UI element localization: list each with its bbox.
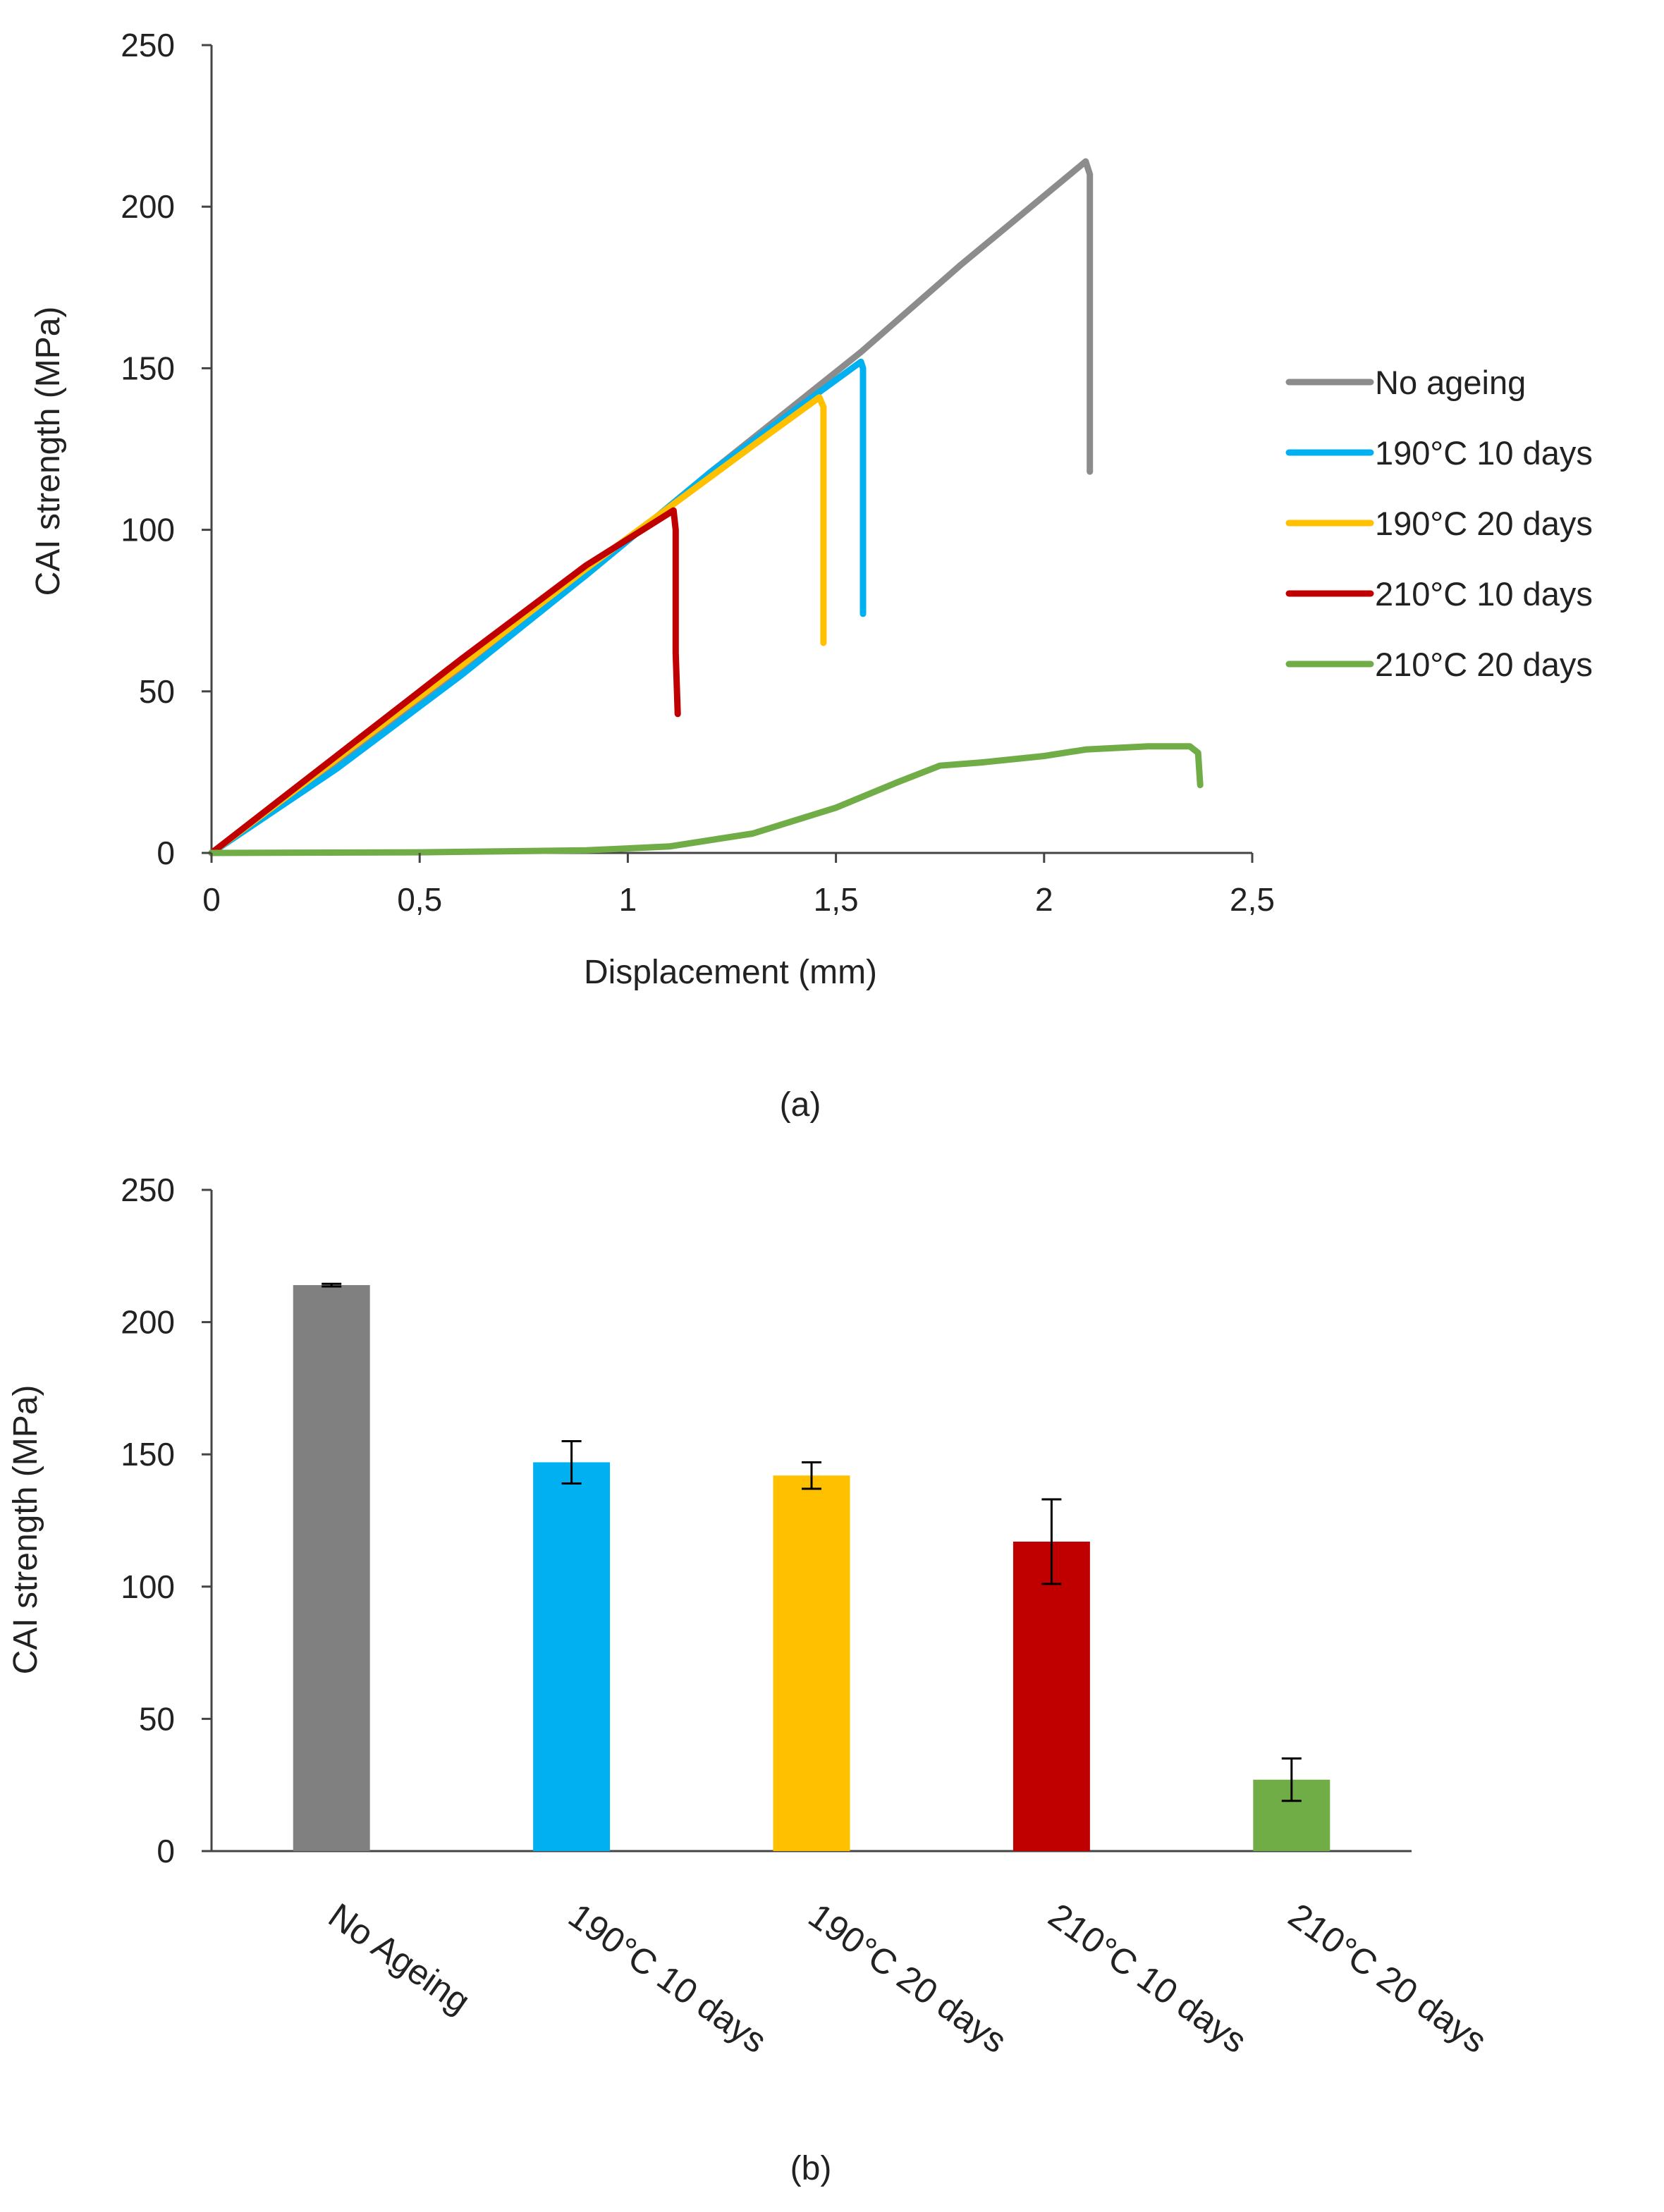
y-tick-label: 250 xyxy=(121,1172,175,1208)
y-tick-label: 150 xyxy=(121,1436,175,1473)
bar xyxy=(533,1462,611,1851)
category-label: 210°C 20 days xyxy=(1281,1895,1493,2060)
bar-chart-category-labels: No Ageing 190°C 10 days 190°C 20 days 210°C… xyxy=(322,1895,1494,2060)
bar-chart: 0 50 100 150 200 250 No Ageing 190°C 10 days 19… xyxy=(7,1172,1494,2187)
bar xyxy=(1013,1542,1090,1851)
y-tick-label: 0 xyxy=(157,835,175,871)
series-line-4 xyxy=(208,507,681,856)
series-line-2 xyxy=(208,358,867,856)
x-tick-label: 0,5 xyxy=(397,881,442,918)
category-label: No Ageing xyxy=(322,1895,477,2021)
line-chart: 0 50 100 150 200 250 0 0,5 1 1,5 2 2,5 Displacement… xyxy=(30,27,1593,1124)
y-tick-label: 250 xyxy=(121,27,175,63)
bar-chart-error-bars xyxy=(322,1282,1302,1802)
bar-chart-bars xyxy=(293,1285,1330,1851)
series-line-5 xyxy=(208,743,1204,856)
bar xyxy=(293,1285,370,1851)
line-chart-legend: No ageing 190°C 10 days 190°C 20 days 210°C… xyxy=(1285,364,1593,683)
y-tick-label: 50 xyxy=(139,673,175,710)
x-tick-label: 2,5 xyxy=(1230,881,1275,918)
legend-entry: 190°C 20 days xyxy=(1375,505,1593,542)
y-tick-label: 100 xyxy=(121,1568,175,1605)
series-line-3 xyxy=(208,394,827,856)
y-tick-label: 50 xyxy=(139,1700,175,1737)
bar xyxy=(773,1475,850,1851)
legend-entry: 190°C 10 days xyxy=(1375,434,1593,472)
line-chart-y-axis-title: CAI strength (MPa) xyxy=(30,307,67,596)
x-tick-label: 2 xyxy=(1035,881,1053,918)
line-chart-ticks: 0 50 100 150 200 250 0 0,5 1 1,5 2 2,5 xyxy=(121,27,1275,918)
legend-entry: No ageing xyxy=(1375,364,1526,401)
x-tick-label: 0 xyxy=(202,881,221,918)
line-chart-x-axis-title: Displacement (mm) xyxy=(584,954,877,991)
y-tick-label: 150 xyxy=(121,350,175,386)
category-label: 190°C 20 days xyxy=(802,1895,1014,2060)
x-tick-label: 1 xyxy=(619,881,637,918)
category-label: 210°C 10 days xyxy=(1041,1895,1254,2060)
bar-chart-y-axis-title: CAI strength (MPa) xyxy=(7,1385,44,1675)
x-tick-label: 1,5 xyxy=(814,881,859,918)
y-tick-label: 100 xyxy=(121,512,175,548)
y-tick-label: 0 xyxy=(157,1833,175,1869)
line-chart-series xyxy=(208,158,1204,856)
panel-label-b: (b) xyxy=(790,2150,832,2187)
category-label: 190°C 10 days xyxy=(561,1895,773,2060)
y-tick-label: 200 xyxy=(121,1304,175,1341)
bar-chart-ticks: 0 50 100 150 200 250 xyxy=(121,1172,212,1869)
legend-entry: 210°C 20 days xyxy=(1375,646,1593,683)
legend-entry: 210°C 10 days xyxy=(1375,575,1593,613)
y-tick-label: 200 xyxy=(121,188,175,225)
panel-label-a: (a) xyxy=(780,1086,821,1124)
